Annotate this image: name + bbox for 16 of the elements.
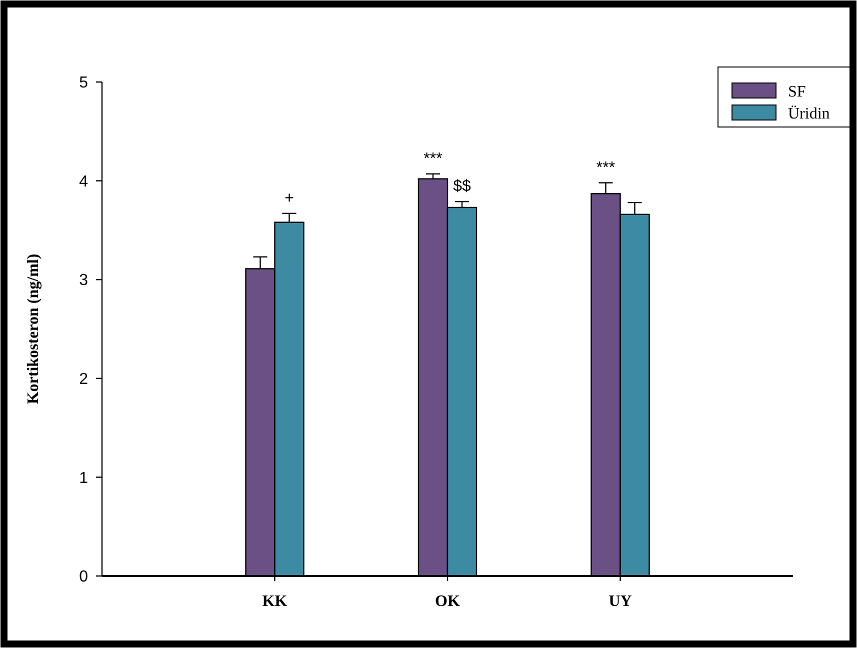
y-tick-label: 1 — [79, 470, 88, 487]
y-tick-label: 3 — [79, 272, 88, 290]
x-tick-label: UY — [608, 593, 632, 610]
legend-label: SF — [788, 84, 806, 101]
annotation: *** — [596, 159, 616, 176]
y-tick-label: 2 — [79, 371, 88, 388]
x-tick-label: KK — [262, 593, 288, 610]
y-tick-label: 4 — [79, 173, 88, 190]
annotation: $$ — [453, 178, 471, 196]
annotation: *** — [424, 150, 442, 168]
annotation: + — [284, 190, 294, 208]
y-tick-label: 5 — [79, 74, 88, 92]
y-tick-label: 0 — [79, 568, 88, 586]
y-axis-title: Kortikosteron (ng/ml) — [25, 254, 42, 404]
legend-label: Üridin — [788, 106, 830, 123]
x-tick-label: OK — [435, 593, 460, 610]
